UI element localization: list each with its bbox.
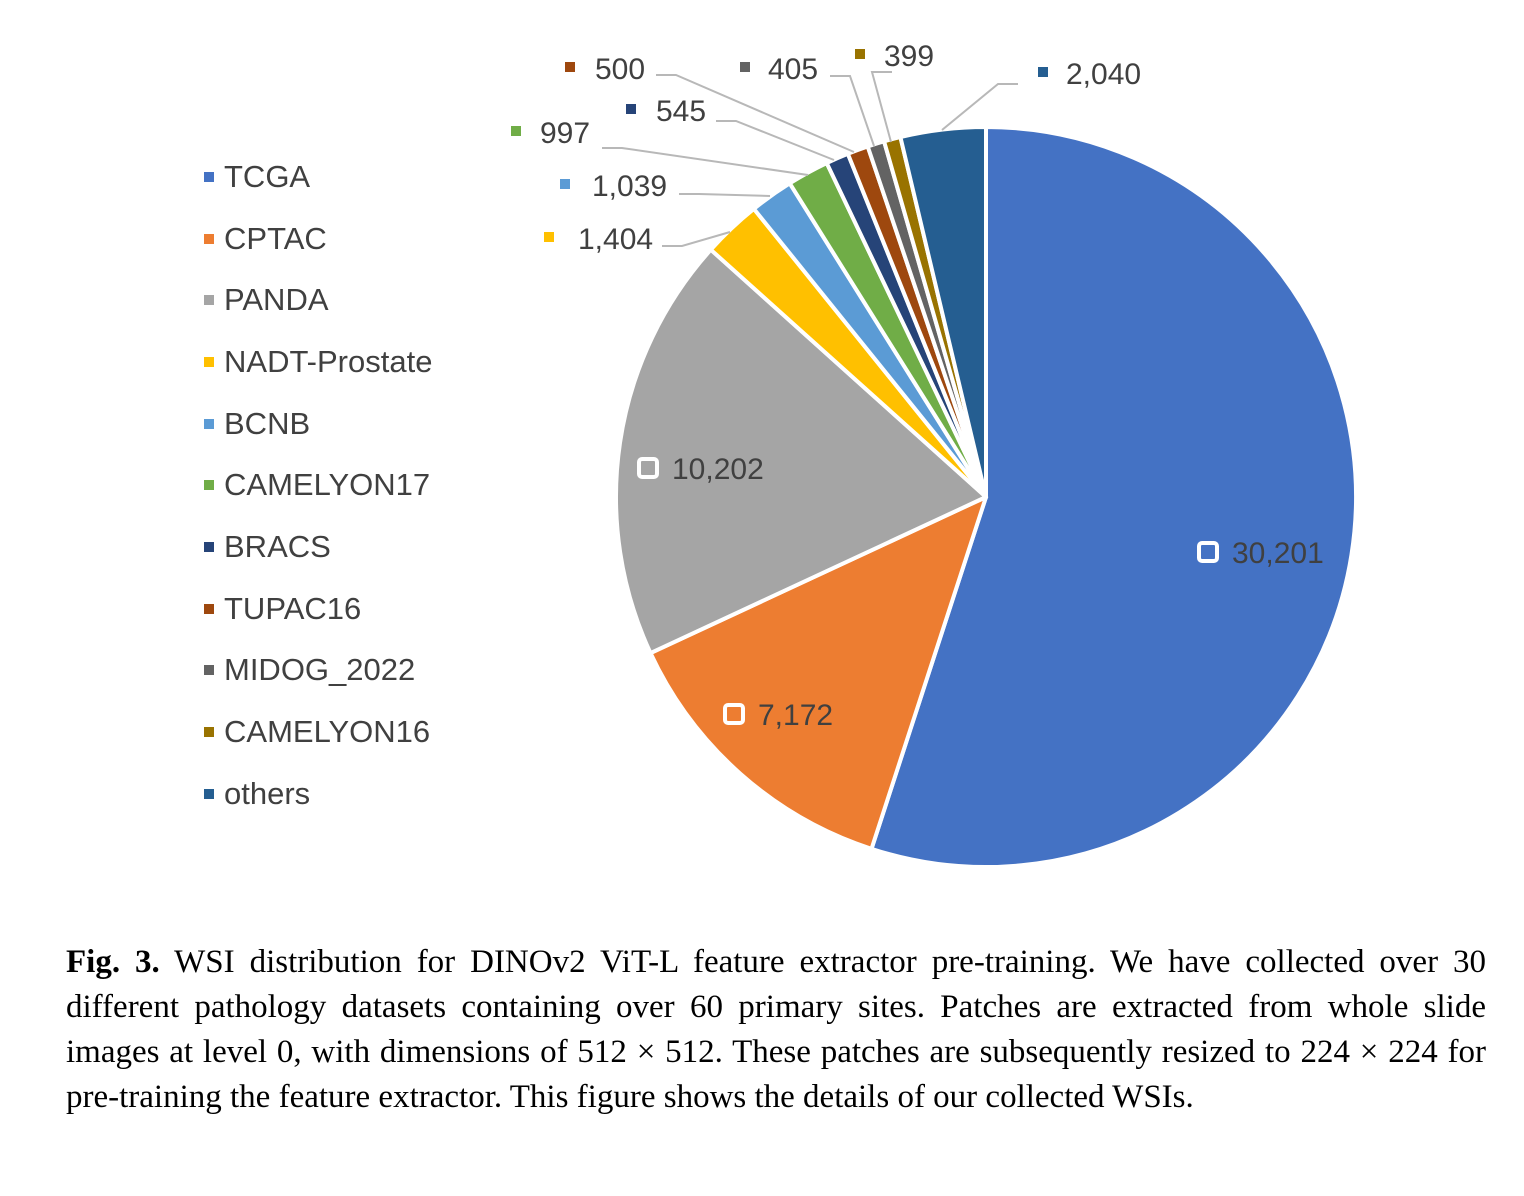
leader-line-midog-2022 [830,75,875,147]
data-label-swatch-nadt-prostate [544,232,554,242]
data-label-bcnb: 1,039 [592,170,667,203]
data-label-others: 2,040 [1066,58,1141,91]
data-label-marker-tcga [1197,541,1219,563]
legend-label: BRACS [224,528,331,564]
pie-slice-cptac [648,495,988,851]
legend-swatch [204,418,214,429]
leader-line-tupac16 [656,74,855,153]
legend-label: TUPAC16 [224,590,362,626]
pie-slices [614,125,1358,869]
data-label-tcga: 30,201 [1232,537,1324,570]
legend-swatch [204,295,214,306]
caption-text: WSI distribution for DINOv2 ViT-L featur… [66,944,1487,1115]
legend-item-midog-2022: MIDOG_2022 [204,640,432,702]
pie-slice-tcga [869,125,1358,869]
leader-line-others [941,83,1018,131]
legend-swatch [204,665,214,676]
data-label-swatch-bcnb [560,179,570,189]
legend-swatch [204,727,214,738]
figure-caption: Fig. 3. WSI distribution for DINOv2 ViT-… [66,940,1486,1120]
data-label-panda: 10,202 [672,453,764,486]
legend: TCGA CPTAC PANDA NADT-Prostate BCNB CAMELYON1… [204,146,432,825]
legend-swatch [204,480,214,491]
data-label-swatch-tupac16 [565,62,575,72]
data-label-marker-panda [637,457,659,479]
legend-label: CAMELYON17 [224,467,431,503]
legend-item-camelyon17: CAMELYON17 [204,454,432,516]
data-label-bracs: 545 [656,95,706,128]
leader-line-nadt-prostate [662,231,731,247]
legend-label: PANDA [224,282,329,318]
legend-label: CPTAC [224,220,327,256]
data-label-nadt-prostate: 1,404 [578,223,653,256]
data-label-swatch-midog-2022 [740,62,750,72]
data-label-tupac16: 500 [595,53,645,86]
leader-line-bcnb [679,193,771,197]
data-label-swatch-camelyon17 [511,126,521,136]
data-label-cptac: 7,172 [758,699,833,732]
legend-item-panda: PANDA [204,269,432,331]
legend-swatch [204,788,214,799]
legend-label: MIDOG_2022 [224,652,416,688]
legend-item-cptac: CPTAC [204,208,432,270]
legend-item-nadt-prostate: NADT-Prostate [204,331,432,393]
leader-lines [602,71,1018,247]
legend-swatch [204,233,214,244]
legend-item-bracs: BRACS [204,516,432,578]
legend-label: BCNB [224,405,311,441]
legend-item-bcnb: BCNB [204,393,432,455]
legend-swatch [204,603,214,614]
leader-line-bracs [716,120,835,161]
legend-item-camelyon16: CAMELYON16 [204,701,432,763]
legend-item-tupac16: TUPAC16 [204,578,432,640]
data-label-midog-2022: 405 [768,53,818,86]
legend-swatch [204,356,214,367]
data-label-swatch-bracs [626,104,636,114]
legend-label: others [224,775,311,811]
leader-line-camelyon17 [602,147,809,176]
leader-line-camelyon16 [870,71,892,143]
legend-swatch [204,171,214,182]
caption-label: Fig. 3. [66,944,160,980]
legend-label: TCGA [224,158,311,194]
data-label-camelyon17: 997 [540,117,590,150]
data-label-swatch-others [1038,67,1048,77]
pie-slice-panda [614,247,988,656]
data-label-camelyon16: 399 [884,40,934,73]
legend-label: NADT-Prostate [224,343,433,379]
legend-label: CAMELYON16 [224,714,431,750]
legend-item-tcga: TCGA [204,146,432,208]
legend-swatch [204,541,214,552]
data-label-marker-cptac [723,703,745,725]
data-label-swatch-camelyon16 [855,49,865,59]
legend-item-others: others [204,763,432,825]
